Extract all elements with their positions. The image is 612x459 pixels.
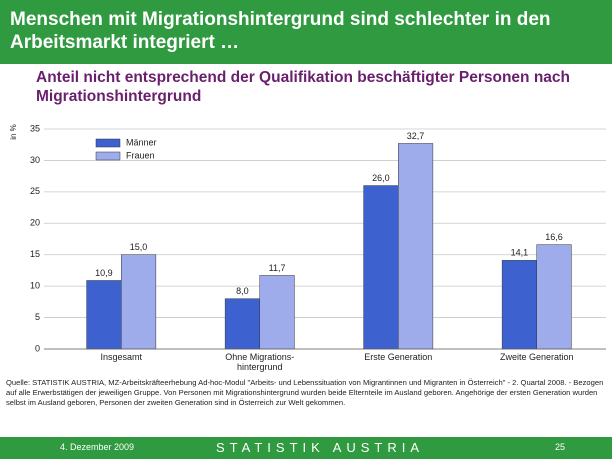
legend-label: Männer: [126, 137, 157, 147]
chart: in % 0 5 10 15 20 25 30 35 Insgesamt 10,9 15,0 Ohne …: [9, 123, 606, 372]
bar: [501, 260, 537, 350]
x-tick-label: Insgesamt: [100, 352, 142, 362]
value-label: 26,0: [372, 173, 390, 183]
slide-title: Menschen mit Migrationshintergrund sind …: [0, 0, 612, 64]
y-tick-label: 15: [30, 249, 40, 259]
y-axis-label: in %: [9, 124, 18, 140]
value-label: 16,6: [545, 232, 563, 242]
x-tick-label: Erste Generation: [364, 352, 432, 362]
y-tick-label: 10: [30, 281, 40, 291]
footer-brand: STATISTIK AUSTRIA: [216, 440, 425, 455]
value-label: 15,0: [130, 242, 148, 252]
bar: [224, 298, 260, 350]
value-label: 10,9: [95, 268, 113, 278]
y-tick-label: 35: [30, 123, 40, 133]
value-label: 8,0: [236, 286, 249, 296]
bar: [121, 254, 157, 350]
footer: 4. Dezember 2009 STATISTIK AUSTRIA 25: [0, 437, 612, 459]
footer-date: 4. Dezember 2009: [60, 442, 135, 452]
bar: [86, 280, 122, 350]
x-tick-label: Zweite Generation: [500, 352, 574, 362]
bar: [259, 275, 295, 350]
bar: [536, 244, 572, 350]
value-label: 11,7: [269, 263, 286, 273]
chart-title: Anteil nicht entsprechend der Qualifikat…: [36, 69, 570, 105]
y-tick-label: 25: [30, 186, 40, 196]
y-tick-label: 5: [35, 312, 40, 322]
x-tick-label: Ohne Migrations-hintergrund: [225, 352, 294, 372]
y-tick-label: 20: [30, 218, 40, 228]
value-label: 32,7: [407, 131, 425, 141]
source-note: Quelle: STATISTIK AUSTRIA, MZ-Arbeitskrä…: [6, 378, 604, 407]
y-tick-label: 0: [35, 343, 40, 353]
bar: [398, 143, 434, 350]
y-tick-label: 30: [30, 155, 40, 165]
legend-label: Frauen: [126, 150, 155, 160]
page-number: 25: [555, 442, 566, 452]
bar: [363, 185, 399, 350]
legend-swatch: [95, 138, 121, 148]
value-label: 14,1: [511, 248, 529, 258]
legend-swatch: [95, 151, 121, 161]
